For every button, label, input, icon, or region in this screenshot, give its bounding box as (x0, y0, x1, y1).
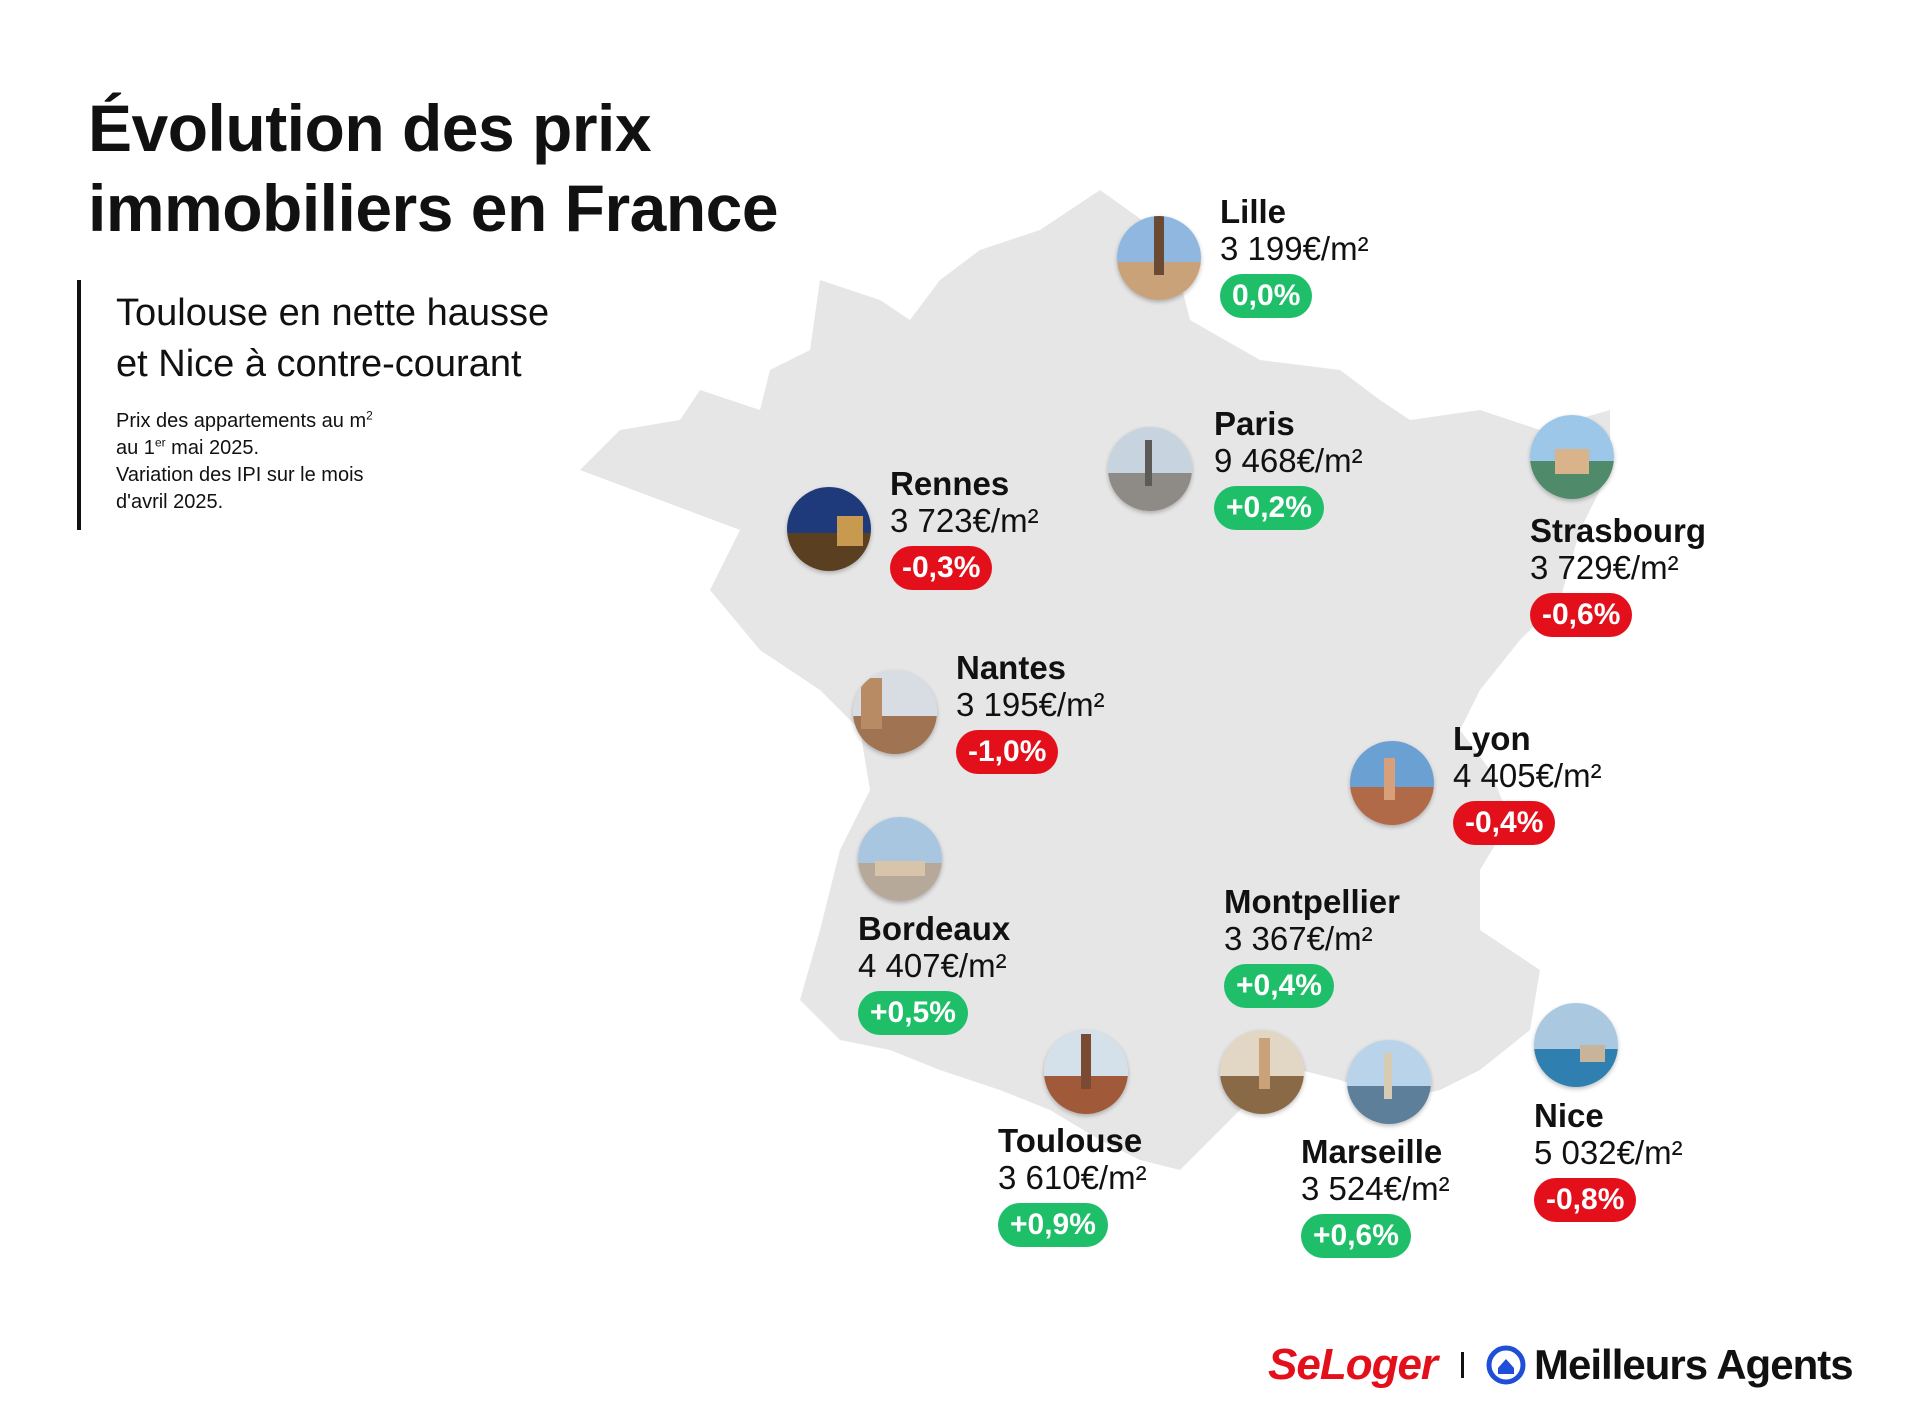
montpellier-photo (1220, 1030, 1304, 1114)
city-name: Toulouse (998, 1122, 1143, 1159)
logo-separator (1461, 1352, 1465, 1378)
city-name: Rennes (890, 465, 1010, 502)
city-name: Lille (1220, 193, 1287, 230)
france-map: Lille 3 199€/m² 0,0% Paris 9 468€/m² +0,… (580, 170, 1720, 1270)
city-price: 5 032€/m² (1534, 1134, 1683, 1171)
city-price: 3 610€/m² (998, 1159, 1147, 1196)
brand-logos: SeLoger Meilleurs Agents (1268, 1335, 1854, 1395)
subtitle: Toulouse en nette hausse et Nice à contr… (116, 288, 716, 390)
change-badge: 0,0% (1220, 274, 1313, 318)
seloger-logo: SeLoger (1268, 1340, 1438, 1389)
subtitle-line-2: et Nice à contre-courant (116, 343, 522, 385)
nice-photo (1534, 1003, 1618, 1087)
city-price: 4 405€/m² (1453, 757, 1602, 794)
city-price: 3 199€/m² (1220, 230, 1369, 267)
city-name: Bordeaux (858, 910, 1011, 947)
nantes-photo (853, 670, 937, 754)
change-badge: +0,4% (1224, 964, 1334, 1008)
change-badge: +0,2% (1214, 486, 1324, 530)
change-badge: +0,9% (998, 1203, 1108, 1247)
city-price: 3 195€/m² (956, 686, 1105, 723)
strasbourg-photo (1530, 415, 1614, 499)
city-price: 3 729€/m² (1530, 549, 1679, 586)
city-name: Strasbourg (1530, 512, 1707, 549)
note-line-3: Variation des IPI sur le mois (116, 464, 364, 486)
methodology-note: Prix des appartements au m2 au 1er mai 2… (116, 408, 516, 516)
title-line-1: Évolution des prix (88, 91, 652, 165)
page-title: Évolution des prix immobiliers en France (88, 88, 848, 248)
lyon-photo (1350, 741, 1434, 825)
toulouse-photo (1044, 1030, 1128, 1114)
bordeaux-photo (858, 817, 942, 901)
city-price: 9 468€/m² (1214, 442, 1363, 479)
subtitle-line-1: Toulouse en nette hausse (116, 292, 550, 334)
city-name: Marseille (1301, 1133, 1443, 1170)
city-price: 4 407€/m² (858, 947, 1007, 984)
change-badge: +0,6% (1301, 1214, 1411, 1258)
france-outline (580, 190, 1610, 1170)
side-rule (77, 280, 81, 530)
rennes-photo (787, 487, 871, 571)
city-name: Nice (1534, 1097, 1604, 1134)
change-badge: -1,0% (956, 730, 1059, 774)
city-name: Montpellier (1224, 883, 1401, 920)
paris-photo (1108, 427, 1192, 511)
change-badge: -0,8% (1534, 1178, 1637, 1222)
note-line-2: au 1er mai 2025. (116, 435, 259, 459)
city-name: Nantes (956, 649, 1067, 686)
change-badge: -0,4% (1453, 801, 1556, 845)
title-line-2: immobiliers en France (88, 171, 779, 245)
change-badge: -0,3% (890, 546, 993, 590)
marseille-photo (1347, 1040, 1431, 1124)
change-badge: +0,5% (858, 991, 968, 1035)
city-price: 3 524€/m² (1301, 1170, 1450, 1207)
city-price: 3 723€/m² (890, 502, 1039, 539)
meilleurs-agents-house-icon (1486, 1345, 1526, 1385)
lille-photo (1117, 216, 1201, 300)
france-shape (580, 190, 1610, 1170)
note-line-4: d'avril 2025. (116, 491, 224, 513)
change-badge: -0,6% (1530, 593, 1633, 637)
city-name: Lyon (1453, 720, 1531, 757)
city-price: 3 367€/m² (1224, 920, 1373, 957)
note-line-1: Prix des appartements au m2 (116, 408, 373, 432)
meilleurs-agents-logo: Meilleurs Agents (1534, 1341, 1854, 1388)
city-name: Paris (1214, 405, 1295, 442)
